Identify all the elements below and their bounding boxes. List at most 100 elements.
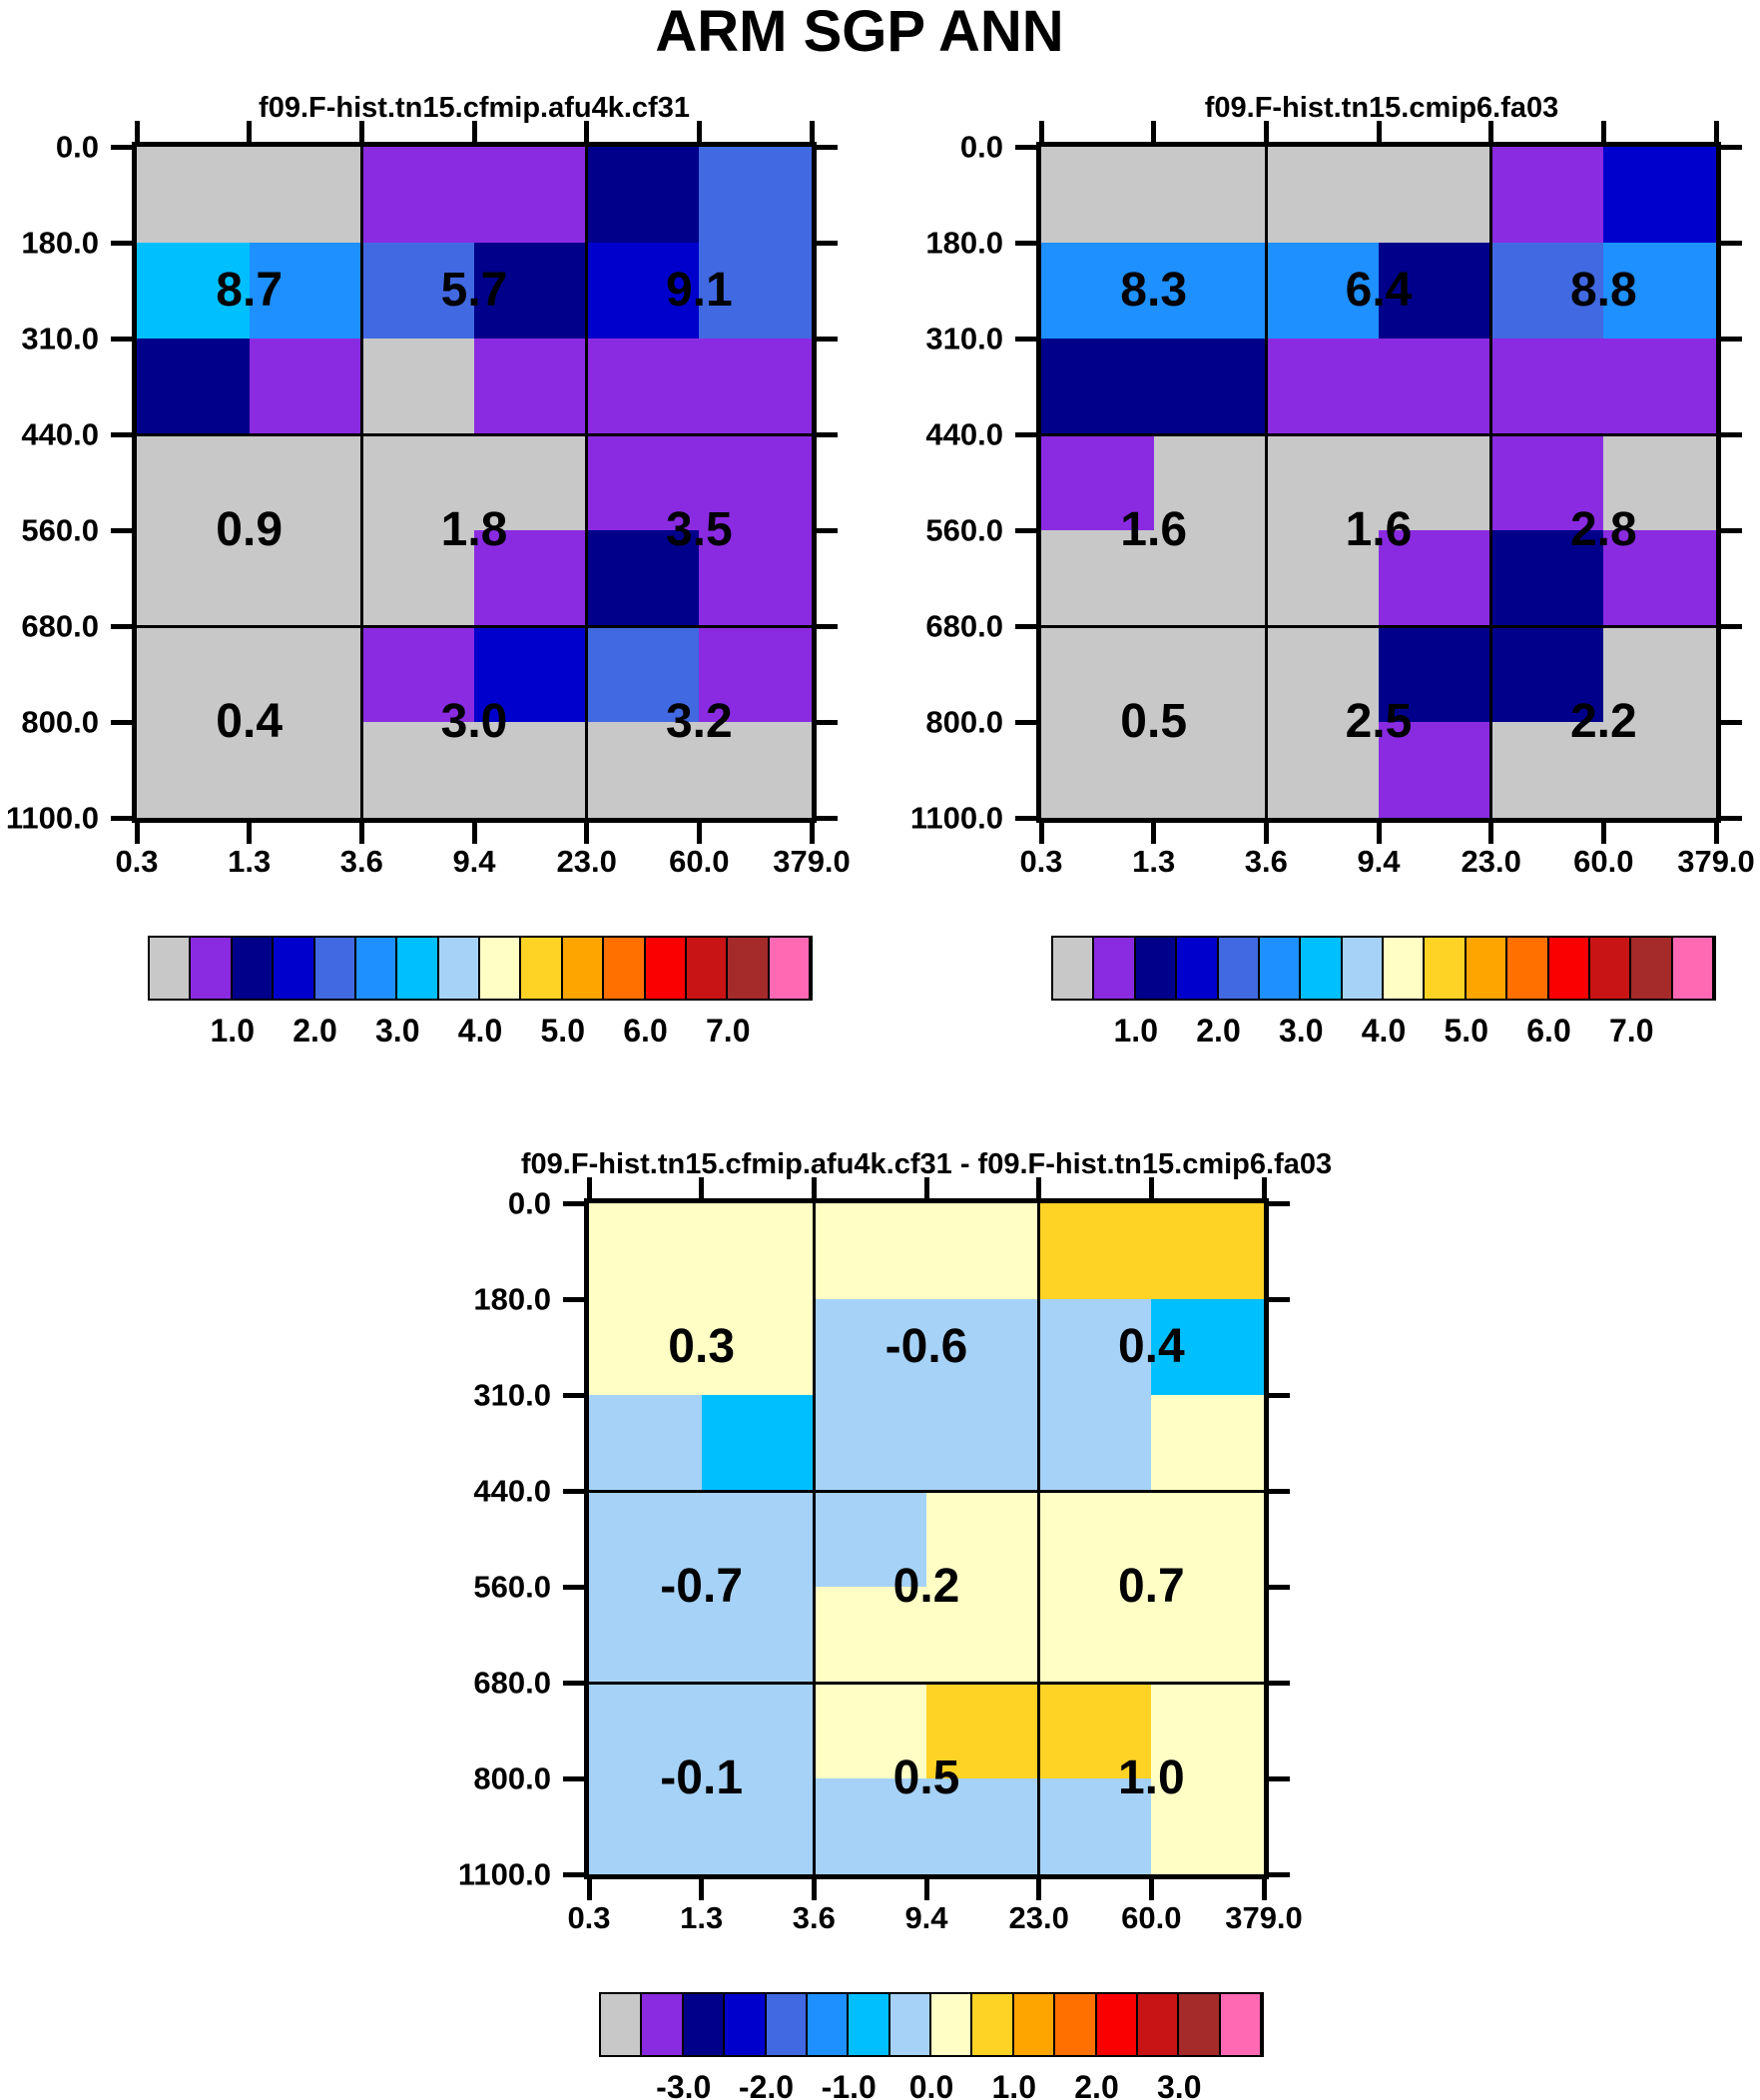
heatmap-cell	[701, 1395, 815, 1492]
block-value-label: 1.0	[1117, 1751, 1185, 1804]
heatmap-cell	[1038, 1683, 1152, 1779]
colorbar-box	[1220, 1994, 1262, 2055]
heatmap-cell	[589, 1203, 703, 1300]
colorbar-box	[1055, 1994, 1097, 2055]
heatmap-cell	[1041, 339, 1155, 435]
y-tick-mark-right	[1269, 1392, 1290, 1398]
y-tick-label: 0.0	[507, 1185, 551, 1221]
x-tick-mark-bottom	[1713, 823, 1719, 844]
block-divider-horizontal	[137, 624, 812, 628]
colorbar-box	[232, 938, 275, 999]
y-tick-mark-left	[563, 1296, 584, 1302]
block-value-label: 0.3	[668, 1320, 736, 1373]
colorbar-tick-label: 3.0	[1157, 2069, 1202, 2100]
colorbar-tick-label: 7.0	[706, 1013, 751, 1049]
panel-title-difference-panel: f09.F-hist.tn15.cfmip.afu4k.cf31 - f09.F…	[520, 1148, 1333, 1180]
block-value-label: 2.8	[1569, 503, 1637, 556]
heatmap-cell	[1379, 339, 1492, 435]
x-tick-label: 0.3	[1019, 844, 1063, 879]
block-divider-horizontal	[1041, 432, 1716, 436]
block-value-label: 5.7	[440, 264, 508, 317]
x-tick-mark-top	[358, 121, 364, 142]
x-tick-label: 379.0	[1225, 1900, 1303, 1935]
heatmap-cell	[361, 722, 475, 819]
colorbar-box	[1259, 938, 1302, 999]
heatmap-cell	[586, 530, 700, 627]
colorbar-box	[397, 938, 439, 999]
heatmap-cell	[814, 1587, 927, 1684]
heatmap-cell	[474, 530, 588, 627]
heatmap-cell	[814, 1395, 927, 1492]
block-divider-vertical	[1489, 147, 1493, 818]
colorbar-tick-label: 1.0	[991, 2069, 1036, 2100]
y-tick-mark-right	[1721, 240, 1742, 246]
x-tick-mark-bottom	[811, 1879, 817, 1900]
y-tick-label: 800.0	[925, 704, 1003, 740]
heatmap-cell	[1490, 434, 1604, 531]
x-tick-label: 3.6	[1244, 844, 1288, 879]
colorbar-box	[1507, 938, 1549, 999]
heatmap-cell	[699, 626, 813, 723]
block-value-label: 0.2	[892, 1560, 960, 1613]
colorbar-box	[807, 1994, 850, 2055]
y-tick-mark-left	[563, 1584, 584, 1590]
x-tick-label: 1.3	[228, 844, 272, 879]
heatmap-cell	[814, 1778, 927, 1875]
x-tick-mark-top	[134, 121, 140, 142]
heatmap-cell	[1151, 1203, 1265, 1300]
x-tick-label: 3.6	[339, 844, 383, 879]
x-tick-mark-top	[471, 121, 477, 142]
block-value-label: 1.6	[1120, 503, 1188, 556]
colorbar-box	[438, 938, 480, 999]
y-tick-mark-right	[1269, 1680, 1290, 1686]
heatmap-cell	[1041, 530, 1155, 627]
heatmap-cell	[474, 243, 588, 340]
block-value-label: 0.7	[1117, 1560, 1185, 1613]
heatmap-cell	[1490, 243, 1604, 340]
colorbar-box	[1137, 1994, 1180, 2055]
block-value-label: 3.0	[440, 695, 508, 748]
heatmap-panel-difference-panel: f09.F-hist.tn15.cfmip.afu4k.cf31 - f09.F…	[458, 1150, 1332, 2100]
colorbar-box	[1053, 938, 1095, 999]
block-value-label: -0.1	[660, 1751, 744, 1804]
x-tick-label: 379.0	[773, 844, 851, 879]
x-tick-mark-bottom	[923, 1879, 929, 1900]
colorbar-box	[1548, 938, 1590, 999]
colorbar-box	[1135, 938, 1178, 999]
y-tick-label: 180.0	[473, 1281, 551, 1317]
y-tick-label: 0.0	[959, 129, 1003, 165]
x-tick-mark-top	[1148, 1177, 1154, 1198]
block-divider-vertical	[812, 1203, 816, 1874]
colorbar-box	[1013, 1994, 1056, 2055]
colorbar-box	[1094, 938, 1136, 999]
block-divider-horizontal	[137, 432, 812, 436]
y-tick-mark-right	[817, 240, 838, 246]
heatmap-cell	[474, 626, 588, 723]
colorbar-box	[1631, 938, 1673, 999]
heatmap-cell	[1490, 722, 1604, 819]
heatmap-cell	[586, 626, 700, 723]
colorbar-box	[1589, 938, 1632, 999]
x-tick-label: 3.6	[792, 1900, 836, 1935]
heatmap-cell	[586, 243, 700, 340]
y-tick-mark-left	[111, 527, 132, 533]
y-tick-mark-left	[563, 1488, 584, 1494]
x-tick-label: 1.3	[1132, 844, 1176, 879]
block-value-label: 2.2	[1569, 695, 1637, 748]
heatmap-cell	[926, 1587, 1040, 1684]
colorbar-tick-label: -2.0	[738, 2069, 795, 2100]
block-value-label: 2.5	[1345, 695, 1413, 748]
y-tick-mark-right	[1269, 1584, 1290, 1590]
colorbar-tick-label: 7.0	[1609, 1013, 1654, 1049]
heatmap-cell	[926, 1491, 1040, 1588]
y-tick-label: 800.0	[21, 704, 99, 740]
y-tick-mark-left	[1015, 719, 1036, 725]
colorbar-box	[1218, 938, 1260, 999]
heatmap-cell	[137, 530, 251, 627]
x-tick-mark-top	[1600, 121, 1606, 142]
x-tick-mark-top	[1038, 121, 1044, 142]
block-value-label: 9.1	[665, 264, 733, 317]
heatmap-cell	[699, 147, 813, 244]
y-tick-label: 560.0	[925, 512, 1003, 548]
heatmap-cell	[1041, 626, 1155, 723]
